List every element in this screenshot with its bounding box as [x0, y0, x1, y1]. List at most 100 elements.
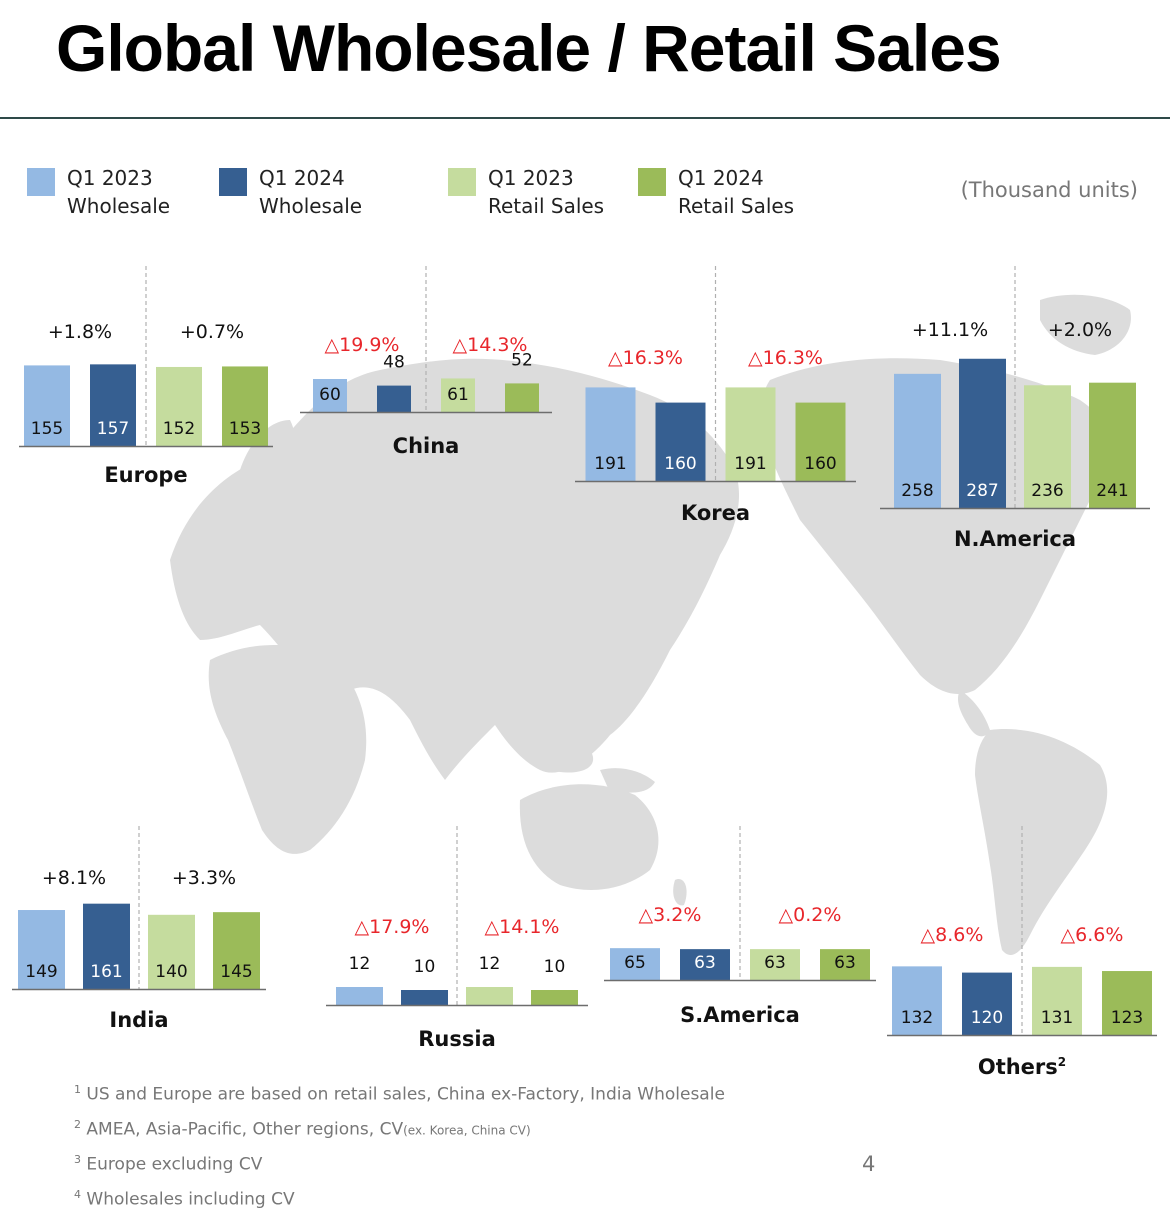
bar	[441, 378, 475, 412]
bar	[148, 914, 195, 989]
region-chart-svg: 12 10 12 10 △17.9% △14.1% Russia	[326, 826, 588, 1051]
title-divider	[0, 117, 1170, 119]
bar	[1024, 385, 1071, 508]
legend-swatch	[448, 168, 476, 196]
bar-value-label: 191	[734, 454, 766, 474]
change-label: +1.8%	[48, 321, 112, 343]
bar-value-label: 287	[966, 481, 998, 501]
bar-value-label: 149	[25, 962, 57, 982]
bar	[336, 987, 383, 1005]
bar	[655, 402, 706, 481]
bar-value-label: 63	[764, 953, 786, 973]
region-chart-korea: 191 160 191 160 △16.3% △16.3% Korea	[575, 266, 856, 540]
region-chart-svg: 149 161 140 145 +8.1% +3.3% India	[12, 826, 266, 1032]
change-label: △17.9%	[355, 916, 430, 938]
region-label: N.America	[954, 527, 1076, 551]
change-label: +0.7%	[180, 321, 244, 343]
bar-value-label: 145	[220, 962, 252, 982]
bar-value-label: 63	[834, 953, 856, 973]
bar	[24, 365, 70, 446]
change-label: △3.2%	[639, 904, 702, 926]
bar-value-label: 60	[319, 385, 341, 405]
change-label: +3.3%	[172, 867, 236, 889]
bar	[401, 990, 448, 1005]
bar	[90, 364, 136, 446]
bar-value-label: 161	[90, 962, 122, 982]
bar	[795, 402, 846, 481]
legend-line2: Wholesale	[259, 194, 363, 218]
region-chart-svg: 258 287 236 241 +11.1% +2.0% N.America	[880, 266, 1150, 551]
region-chart-china: 60 48 61 52 △19.9% △14.3% China	[300, 266, 552, 473]
bar	[531, 990, 578, 1005]
bar-value-label: 153	[229, 419, 261, 439]
bar-value-label: 160	[804, 454, 836, 474]
bar-value-label: 52	[511, 350, 533, 370]
region-chart-india: 149 161 140 145 +8.1% +3.3% India	[12, 826, 266, 1047]
bar	[585, 387, 636, 481]
change-label: △16.3%	[748, 347, 823, 369]
bar	[962, 972, 1012, 1035]
bar	[222, 366, 268, 446]
region-label: China	[393, 434, 460, 458]
legend-line1: Q1 2024	[259, 166, 345, 190]
page-number: 4	[862, 1152, 876, 1176]
bar	[83, 903, 130, 989]
bar	[610, 948, 660, 980]
region-label: Russia	[418, 1027, 496, 1051]
bar-value-label: 155	[31, 419, 63, 439]
bar-value-label: 236	[1031, 481, 1063, 501]
region-chart-svg: 132 120 131 123 △8.6% △6.6% Others2	[887, 826, 1157, 1079]
region-chart-europe: 155 157 152 153 +1.8% +0.7% Europe	[19, 266, 273, 502]
bar	[156, 366, 202, 446]
change-label: △19.9%	[325, 334, 400, 356]
bar	[892, 966, 942, 1035]
bar	[313, 379, 347, 412]
bar-value-label: 61	[447, 385, 469, 405]
bar-value-label: 120	[971, 1008, 1003, 1028]
region-chart-russia: 12 10 12 10 △17.9% △14.1% Russia	[326, 826, 588, 1066]
footnote-2: 2 AMEA, Asia-Pacific, Other regions, CV(…	[74, 1117, 531, 1140]
region-label: S.America	[680, 1003, 800, 1027]
bar-value-label: 241	[1096, 481, 1128, 501]
legend-swatch	[27, 168, 55, 196]
change-label: +2.0%	[1048, 319, 1112, 341]
region-chart-n-america: 258 287 236 241 +11.1% +2.0% N.America	[880, 266, 1150, 566]
bar	[377, 385, 411, 412]
change-label: △14.1%	[485, 916, 560, 938]
bar	[820, 949, 870, 980]
region-chart-svg: 191 160 191 160 △16.3% △16.3% Korea	[575, 266, 856, 525]
bar-value-label: 10	[544, 957, 566, 977]
bar-value-label: 12	[479, 954, 501, 974]
bar	[680, 949, 730, 980]
legend-line2: Wholesale	[67, 194, 171, 218]
bar-value-label: 131	[1041, 1008, 1073, 1028]
region-label: Europe	[104, 463, 187, 487]
legend-swatch	[219, 168, 247, 196]
footnote-3: 3 Europe excluding CV	[74, 1153, 263, 1175]
bar	[894, 373, 941, 508]
bar-value-label: 191	[594, 454, 626, 474]
region-chart-svg: 155 157 152 153 +1.8% +0.7% Europe	[19, 266, 273, 487]
bar-value-label: 48	[383, 353, 405, 373]
change-label: △0.2%	[779, 904, 842, 926]
bar	[505, 383, 539, 412]
region-chart-svg: 60 48 61 52 △19.9% △14.3% China	[300, 266, 552, 458]
bar	[18, 910, 65, 989]
legend-line2: Retail Sales	[488, 194, 605, 218]
bar	[466, 987, 513, 1005]
footnotes: 1 US and Europe are based on retail sale…	[74, 1075, 725, 1215]
region-label: Others2	[978, 1055, 1066, 1079]
region-chart-others: 132 120 131 123 △8.6% △6.6% Others2	[887, 826, 1157, 1094]
region-label: Korea	[681, 501, 750, 525]
legend-line2: Retail Sales	[678, 194, 795, 218]
bar-value-label: 123	[1111, 1008, 1143, 1028]
legend-line1: Q1 2024	[678, 166, 764, 190]
change-label: +8.1%	[42, 867, 106, 889]
units-label: (Thousand units)	[960, 178, 1138, 202]
bar-value-label: 157	[97, 419, 129, 439]
bar	[725, 387, 776, 481]
region-label: India	[109, 1008, 168, 1032]
change-label: △6.6%	[1061, 924, 1124, 946]
bar	[959, 358, 1006, 508]
bar-value-label: 258	[901, 481, 933, 501]
